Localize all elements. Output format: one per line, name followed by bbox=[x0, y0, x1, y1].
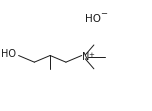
Text: N: N bbox=[82, 52, 90, 62]
Text: +: + bbox=[89, 52, 94, 58]
Text: HO: HO bbox=[1, 49, 16, 59]
Text: −: − bbox=[100, 9, 107, 18]
Text: HO: HO bbox=[85, 14, 101, 24]
